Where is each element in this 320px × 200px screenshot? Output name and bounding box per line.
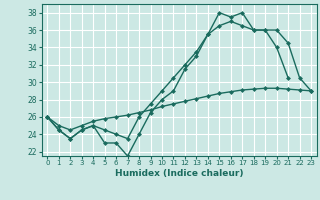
X-axis label: Humidex (Indice chaleur): Humidex (Indice chaleur)	[115, 169, 244, 178]
